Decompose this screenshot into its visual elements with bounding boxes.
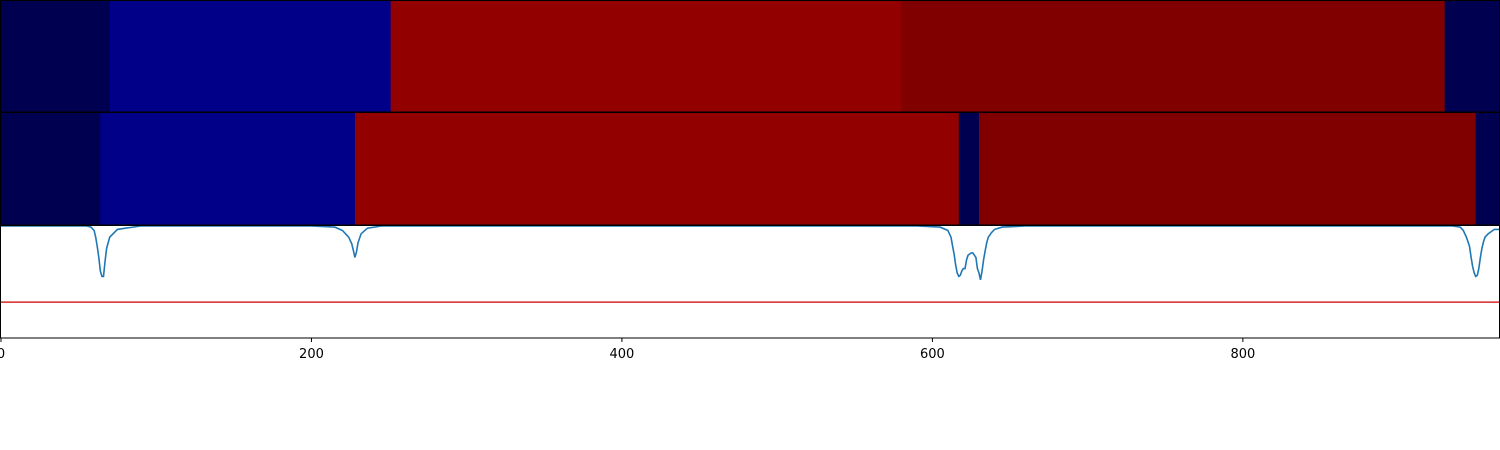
heatmap-segment [1475, 113, 1500, 225]
panel-frame [0, 225, 1500, 339]
x-axis: 0 200 400 600 800 [0, 338, 1255, 362]
heatmap-middle [1, 113, 1500, 225]
heatmap-segment [100, 113, 356, 225]
heatmap-segment [1, 1, 111, 112]
x-tick-label: 200 [299, 347, 324, 362]
heatmap-segment [901, 1, 1446, 112]
line-panel [1, 225, 1499, 303]
x-tick-label: 0 [0, 347, 5, 362]
x-tick-label: 400 [610, 347, 635, 362]
heatmap-segment [354, 113, 960, 225]
x-tick-label: 800 [1230, 347, 1255, 362]
series-line [1, 225, 1499, 280]
x-tick-label: 600 [920, 347, 945, 362]
heatmap-segment [978, 113, 1477, 225]
heatmap-segment [390, 1, 902, 112]
heatmap-segment [109, 1, 392, 112]
heatmap-segment [958, 113, 980, 225]
heatmap-segment [1444, 1, 1500, 112]
heatmap-segment [1, 113, 101, 225]
heatmap-top [1, 1, 1500, 112]
